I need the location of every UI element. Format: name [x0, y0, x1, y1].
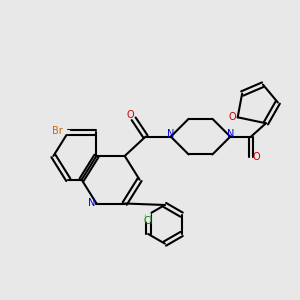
- Text: O: O: [229, 112, 236, 122]
- Text: N: N: [167, 129, 174, 139]
- Text: Cl: Cl: [144, 216, 154, 226]
- Text: Br: Br: [52, 126, 63, 136]
- Text: O: O: [253, 152, 260, 162]
- Text: N: N: [88, 199, 96, 208]
- Text: O: O: [126, 110, 134, 120]
- Text: N: N: [227, 129, 235, 139]
